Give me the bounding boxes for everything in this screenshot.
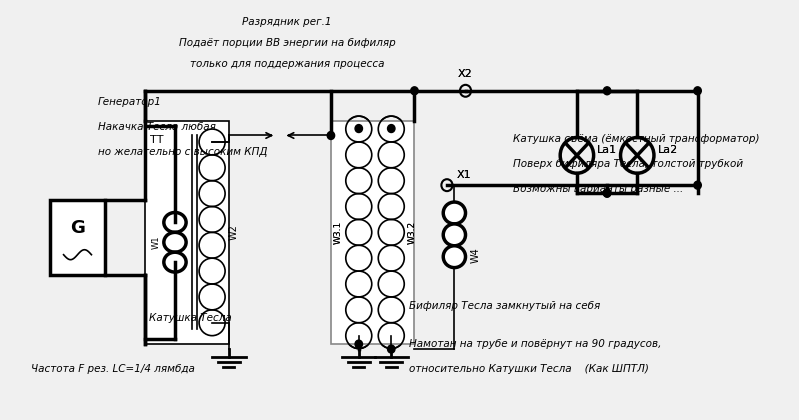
FancyBboxPatch shape xyxy=(50,200,105,275)
FancyBboxPatch shape xyxy=(145,121,229,344)
Text: La2: La2 xyxy=(658,145,678,155)
Text: Катушка съёма (ёмкостный трансформатор): Катушка съёма (ёмкостный трансформатор) xyxy=(513,134,760,144)
Ellipse shape xyxy=(164,252,186,272)
Text: G: G xyxy=(70,219,85,237)
Text: W3.2: W3.2 xyxy=(408,221,417,244)
Ellipse shape xyxy=(164,232,186,252)
Text: ТТ: ТТ xyxy=(150,136,164,145)
Text: La2: La2 xyxy=(658,145,678,155)
Text: W4: W4 xyxy=(471,247,481,262)
Circle shape xyxy=(603,189,610,197)
Text: Намотан на трубе и повёрнут на 90 градусов,: Намотан на трубе и повёрнут на 90 градус… xyxy=(409,339,662,349)
Text: Подаёт порции ВВ энергии на бифиляр: Подаёт порции ВВ энергии на бифиляр xyxy=(178,38,396,48)
Text: W3.1: W3.1 xyxy=(334,221,343,244)
Text: X2: X2 xyxy=(458,69,473,79)
Text: Катушка Тесла: Катушка Тесла xyxy=(149,313,232,323)
Text: W1: W1 xyxy=(152,236,161,249)
Text: Генератор1: Генератор1 xyxy=(97,97,161,107)
Text: Частота F рез. LC=1/4 лямбда: Частота F рез. LC=1/4 лямбда xyxy=(31,364,195,373)
Circle shape xyxy=(328,131,335,139)
Circle shape xyxy=(694,181,702,189)
Text: X1: X1 xyxy=(456,170,471,180)
Text: Поверх бифиляра Тесла, толстой трубкой: Поверх бифиляра Тесла, толстой трубкой xyxy=(513,159,743,169)
Text: X2: X2 xyxy=(458,69,473,79)
FancyBboxPatch shape xyxy=(331,121,415,344)
Text: La1: La1 xyxy=(598,145,618,155)
Circle shape xyxy=(411,87,418,95)
Circle shape xyxy=(603,189,610,197)
Circle shape xyxy=(388,345,395,353)
Ellipse shape xyxy=(443,224,466,246)
Text: Накачка Тесла любая: Накачка Тесла любая xyxy=(97,121,216,131)
Circle shape xyxy=(694,87,702,95)
Circle shape xyxy=(355,340,363,348)
Text: X1: X1 xyxy=(456,170,471,180)
Text: относительно Катушки Тесла    (Как ШПТЛ): относительно Катушки Тесла (Как ШПТЛ) xyxy=(409,364,650,373)
Text: Разрядник рег.1: Разрядник рег.1 xyxy=(242,17,332,27)
Ellipse shape xyxy=(164,213,186,232)
Text: Бифиляр Тесла замкнутый на себя: Бифиляр Тесла замкнутый на себя xyxy=(409,301,601,311)
Text: Возможны варианты разные ...: Возможны варианты разные ... xyxy=(513,184,683,194)
Text: но желательно с высоким КПД: но желательно с высоким КПД xyxy=(97,147,268,157)
Ellipse shape xyxy=(443,202,466,224)
Circle shape xyxy=(388,125,395,133)
Text: La1: La1 xyxy=(598,145,618,155)
Text: W2: W2 xyxy=(229,224,239,240)
Text: только для поддержания процесса: только для поддержания процесса xyxy=(189,59,384,69)
Circle shape xyxy=(355,125,363,133)
Text: W3.2: W3.2 xyxy=(408,221,417,244)
Circle shape xyxy=(603,87,610,95)
Text: W3.1: W3.1 xyxy=(334,221,343,244)
Ellipse shape xyxy=(443,246,466,268)
